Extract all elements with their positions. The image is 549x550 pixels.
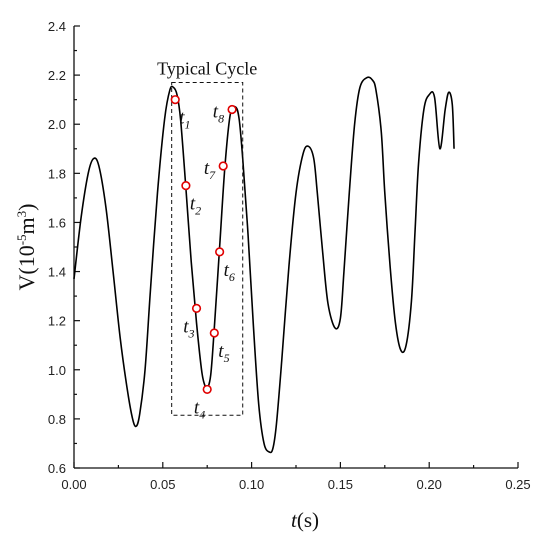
marker-label-subscript: 1	[185, 118, 191, 132]
y-axis-title-close: )	[14, 203, 39, 210]
x-tick-label: 0.05	[150, 477, 175, 492]
typical-cycle-label: Typical Cycle	[157, 58, 257, 78]
marker-label-letter: t	[179, 108, 185, 129]
cycle-marker-t2	[181, 181, 191, 191]
marker-label-letter: t	[183, 316, 189, 337]
x-axis-title: t(s)	[291, 508, 319, 532]
cycle-marker-label-t1: t1	[179, 108, 190, 132]
cycle-marker-label-t5: t5	[218, 341, 229, 365]
marker-label-subscript: 5	[224, 351, 230, 365]
cycle-markers	[170, 95, 237, 395]
cycle-marker-t4	[202, 384, 212, 395]
marker-label-subscript: 2	[195, 204, 201, 218]
marker-label-subscript: 6	[229, 270, 235, 284]
marker-label-letter: t	[194, 397, 200, 418]
marker-label-subscript: 3	[188, 326, 195, 340]
x-tick-label: 0.25	[505, 477, 530, 492]
cycle-marker-label-t8: t8	[213, 101, 224, 125]
cycle-marker-label-t4: t4	[194, 397, 205, 421]
typical-cycle-box	[171, 81, 244, 416]
y-tick-label: 2.2	[48, 68, 66, 83]
y-axis-title-unit-exponent: 3	[14, 211, 29, 218]
marker-label-subscript: 4	[199, 407, 205, 421]
cycle-marker-t3	[191, 303, 202, 313]
y-tick-label: 1.8	[48, 166, 66, 181]
y-tick-label: 0.6	[48, 461, 66, 476]
tick-labels: 0.00 0.05 0.10 0.15 0.20 0.25 0.6 0.8 1.0 1.2 1.4 1…	[48, 19, 531, 492]
y-axis-title-unit: m	[14, 217, 39, 234]
marker-label-letter: t	[190, 194, 196, 215]
y-tick-label: 2.4	[48, 19, 66, 34]
marker-label-subscript: 7	[209, 168, 216, 182]
cycle-marker-t7	[218, 161, 228, 171]
y-tick-label: 1.2	[48, 314, 66, 329]
marker-label-letter: t	[224, 260, 230, 281]
x-tick-label: 0.15	[328, 477, 353, 492]
y-axis-title-exponent: -5	[14, 234, 29, 245]
x-tick-label: 0.10	[239, 477, 264, 492]
y-axis-title: V(10-5m3)	[14, 203, 39, 290]
y-axis-title-main: V(10	[14, 245, 39, 290]
cycle-marker-t6	[215, 247, 225, 257]
cycle-marker-t5	[209, 328, 219, 338]
cycle-marker-label-t6: t6	[224, 260, 235, 284]
x-axis-unit: (s)	[297, 508, 319, 532]
tick-marks	[73, 25, 519, 469]
cycle-marker-t1	[170, 95, 180, 105]
marker-label-letter: t	[218, 341, 224, 362]
cycle-marker-t8	[227, 104, 237, 115]
axes	[73, 26, 518, 469]
x-tick-label: 0.20	[417, 477, 442, 492]
y-tick-label: 1.0	[48, 363, 66, 378]
volume-curve	[73, 76, 455, 454]
y-tick-label: 2.0	[48, 117, 66, 132]
marker-label-subscript: 8	[218, 111, 224, 125]
marker-label-letter: t	[213, 101, 219, 122]
y-tick-label: 1.6	[48, 215, 66, 230]
x-axis-variable: t	[291, 508, 298, 532]
marker-label-letter: t	[204, 158, 210, 179]
cycle-marker-label-t2: t2	[190, 194, 201, 218]
x-tick-label: 0.00	[61, 477, 86, 492]
cycle-marker-label-t3: t3	[183, 316, 194, 340]
cycle-marker-label-t7: t7	[204, 158, 216, 182]
y-tick-label: 1.4	[48, 265, 66, 280]
y-tick-label: 0.8	[48, 412, 66, 427]
